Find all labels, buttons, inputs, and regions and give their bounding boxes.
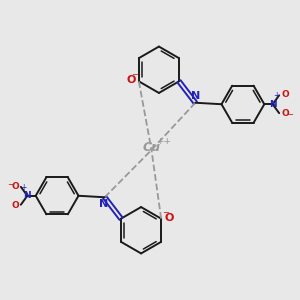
Text: O: O [11,182,19,191]
Text: N: N [23,191,31,200]
Text: +: + [273,92,279,100]
Text: N: N [99,199,109,209]
Text: N: N [191,91,201,101]
Text: −: − [286,110,293,119]
Text: O: O [281,109,289,118]
Text: +: + [21,183,27,192]
Text: −: − [131,70,138,79]
Text: ++: ++ [156,136,171,146]
Text: O: O [126,75,136,85]
Text: O: O [165,213,174,223]
Text: Cu: Cu [142,141,160,154]
Text: −: − [162,208,169,217]
Text: −: − [7,181,14,190]
Text: O: O [281,90,289,99]
Text: O: O [11,201,19,210]
Text: N: N [269,100,277,109]
